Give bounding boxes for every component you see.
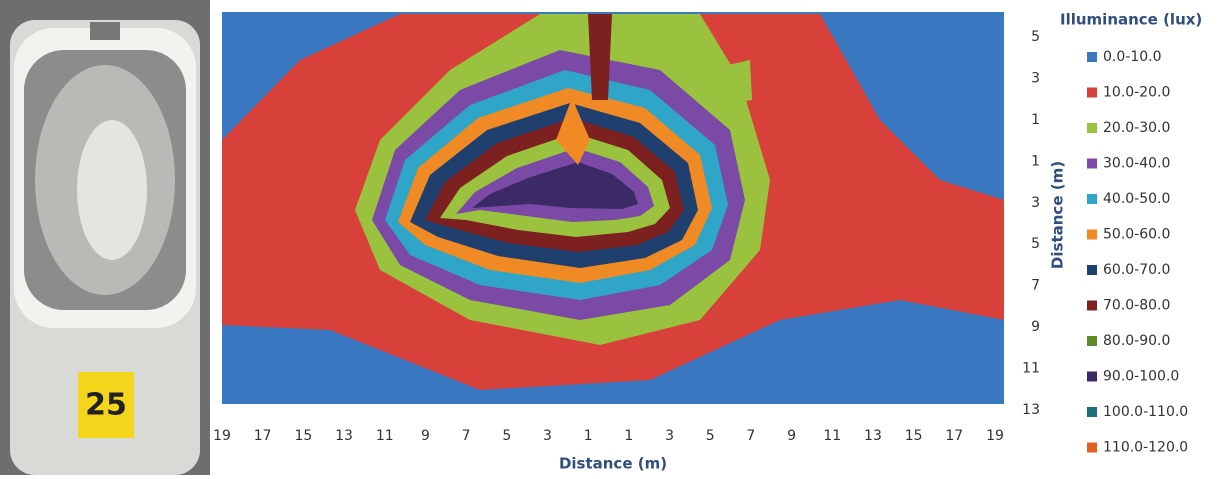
y-tick-label: 3 — [1031, 195, 1040, 211]
legend-label: 70.0-80.0 — [1103, 298, 1170, 314]
surface — [222, 12, 1004, 404]
x-tick-label: 9 — [421, 428, 430, 444]
legend-label: 20.0-30.0 — [1103, 120, 1170, 136]
x-axis-label: Distance (m) — [559, 455, 667, 473]
x-tick-label: 19 — [213, 428, 231, 444]
legend-title: Illuminance (lux) — [1060, 11, 1202, 29]
legend-label: 60.0-70.0 — [1103, 262, 1170, 278]
legend-label: 30.0-40.0 — [1103, 156, 1170, 172]
x-tick-label: 9 — [787, 428, 796, 444]
x-tick-label: 19 — [986, 428, 1004, 444]
y-tick-label: 9 — [1031, 319, 1040, 335]
legend-label: 50.0-60.0 — [1103, 227, 1170, 243]
y-axis-label: Distance (m) — [1049, 161, 1067, 269]
y-tick-label: 7 — [1031, 278, 1040, 294]
legend-label: 40.0-50.0 — [1103, 191, 1170, 207]
x-tick-label: 13 — [864, 428, 882, 444]
x-tick-label: 17 — [254, 428, 272, 444]
legend-swatch — [1087, 88, 1097, 98]
x-tick-label: 3 — [543, 428, 552, 444]
legend-label: 100.0-110.0 — [1103, 404, 1188, 420]
x-tick-label: 17 — [945, 428, 963, 444]
legend-swatch — [1087, 407, 1097, 417]
legend-swatch — [1087, 230, 1097, 240]
x-tick-label: 3 — [665, 428, 674, 444]
y-tick-label: 1 — [1031, 112, 1040, 128]
legend-swatch — [1087, 159, 1097, 169]
legend-swatch — [1087, 443, 1097, 453]
x-tick-label: 11 — [823, 428, 841, 444]
photo-label: 25 — [85, 388, 127, 423]
figure: 25 Distance (m) Distance (m) Illuminance… — [0, 0, 1219, 475]
legend-swatch — [1087, 265, 1097, 275]
legend-label: 10.0-20.0 — [1103, 85, 1170, 101]
legend-swatch — [1087, 123, 1097, 133]
y-tick-label: 13 — [1022, 402, 1040, 418]
legend-label: 110.0-120.0 — [1103, 440, 1188, 456]
x-tick-label: 5 — [706, 428, 715, 444]
x-tick-label: 7 — [462, 428, 471, 444]
legend-label: 90.0-100.0 — [1103, 369, 1179, 385]
legend-swatch — [1087, 301, 1097, 311]
x-tick-label: 1 — [624, 428, 633, 444]
x-tick-label: 15 — [905, 428, 923, 444]
legend-label: 0.0-10.0 — [1103, 49, 1162, 65]
luminaire-photo: 25 — [0, 0, 210, 475]
y-tick-label: 3 — [1031, 70, 1040, 86]
legend-swatch — [1087, 336, 1097, 346]
x-tick-label: 11 — [376, 428, 394, 444]
y-tick-label: 11 — [1022, 361, 1040, 377]
x-tick-label: 1 — [584, 428, 593, 444]
legend-swatch — [1087, 194, 1097, 204]
y-tick-label: 5 — [1031, 236, 1040, 252]
y-tick-label: 5 — [1031, 29, 1040, 45]
legend-label: 80.0-90.0 — [1103, 333, 1170, 349]
x-tick-label: 13 — [335, 428, 353, 444]
y-tick-label: 1 — [1031, 153, 1040, 169]
x-tick-label: 15 — [294, 428, 312, 444]
legend-swatch — [1087, 52, 1097, 62]
x-tick-label: 7 — [746, 428, 755, 444]
x-tick-label: 5 — [502, 428, 511, 444]
legend-swatch — [1087, 372, 1097, 382]
